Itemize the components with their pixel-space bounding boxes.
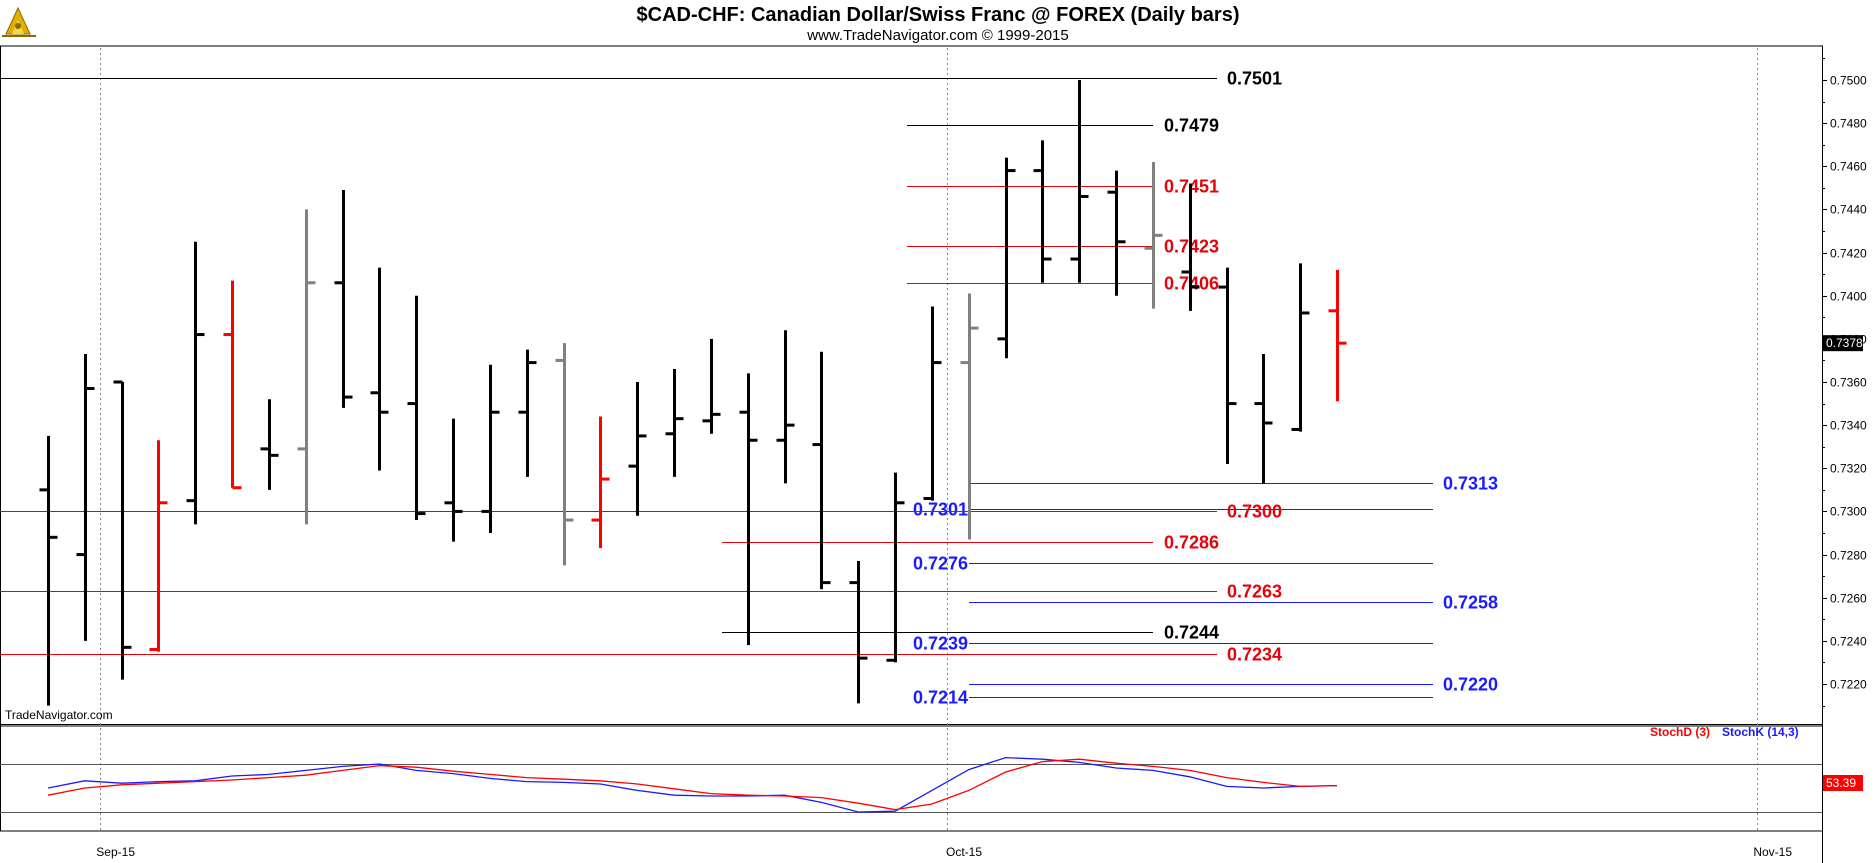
ohlc-bar [407,295,426,521]
y-tick-label: 0.7480 [1830,117,1867,131]
level-label-0.7501: 0.7501 [1227,69,1282,89]
ohlc-bar [702,338,721,434]
ohlc-bar [1033,140,1052,283]
date-axis: Sep-15 Oct-15 Nov-15 [96,845,1792,859]
ohlc-bar [39,435,58,706]
ohlc-bar [812,351,831,590]
ohlc-bar [555,343,574,566]
ohlc-bar [849,561,868,704]
trade-navigator-logo-icon [2,6,36,37]
ohlc-bar [1328,269,1347,402]
level-label-0.7479: 0.7479 [1164,116,1219,136]
level-label-0.7214: 0.7214 [913,688,968,708]
ohlc-bar [628,382,647,516]
level-label-0.7301: 0.7301 [913,500,968,520]
price-axis: 0.7220 0.7240 0.7260 0.7280 0.7300 0.7320 0.73… [1822,58,1867,707]
ohlc-bar [776,330,795,484]
level-label-0.7286: 0.7286 [1164,533,1219,553]
level-label-0.7220: 0.7220 [1443,675,1498,695]
y-tick-label: 0.7320 [1830,462,1867,476]
ohlc-bars [39,80,1347,706]
y-tick-label: 0.7460 [1830,160,1867,174]
y-tick-label: 0.7400 [1830,290,1867,304]
ohlc-bar [1254,353,1273,484]
level-label-0.7313: 0.7313 [1443,474,1498,494]
x-axis-label: Sep-15 [96,845,135,859]
ohlc-bar [1291,263,1310,432]
ohlc-bar [739,373,758,646]
stochastic-panel [0,756,1822,813]
ohlc-bar [186,241,205,525]
level-label-0.7276: 0.7276 [913,554,968,574]
level-label-0.7263: 0.7263 [1227,582,1282,602]
y-tick-label: 0.7220 [1830,678,1867,692]
support-resistance-levels: 0.75010.74790.74510.74230.74060.73130.73… [0,69,1498,708]
ohlc-bar [113,380,132,680]
ohlc-bar [1218,267,1237,464]
level-label-0.7234: 0.7234 [1227,645,1282,665]
ohlc-bar [260,399,279,490]
y-tick-label: 0.7440 [1830,203,1867,217]
ohlc-bar [76,353,95,641]
ohlc-bar [444,418,463,542]
ohlc-bar [370,267,389,471]
ohlc-bar [334,190,353,408]
ohlc-bar [923,306,942,501]
legend-stoch-d: StochD (3) [1650,725,1710,739]
level-label-0.7239: 0.7239 [913,634,968,654]
ohlc-bar [665,369,684,477]
level-label-0.7300: 0.7300 [1227,502,1282,522]
y-tick-label: 0.7240 [1830,635,1867,649]
ohlc-bar [297,209,316,525]
ohlc-bar [223,280,242,490]
y-tick-label: 0.7300 [1830,505,1867,519]
y-tick-label: 0.7420 [1830,247,1867,261]
y-tick-label: 0.7260 [1830,592,1867,606]
stoch-last-badge: 53.39 [1823,775,1863,791]
chart-subtitle: www.TradeNavigator.com © 1999-2015 [806,27,1068,44]
y-tick-label: 0.7340 [1830,419,1867,433]
ohlc-bar [518,349,537,477]
y-tick-label: 0.7280 [1830,549,1867,563]
last-price-badge: 0.7378 [1823,335,1863,352]
ohlc-bar [1070,80,1089,283]
level-label-0.7244: 0.7244 [1164,623,1219,643]
y-tick-label: 0.7500 [1830,74,1867,88]
y-tick-label: 0.7360 [1830,376,1867,390]
ohlc-bar [886,472,905,663]
stoch-line-d [47,758,1338,811]
x-axis-label: Nov-15 [1753,845,1792,859]
level-label-0.7258: 0.7258 [1443,593,1498,613]
stoch-line-k [47,756,1338,813]
x-axis-label: Oct-15 [946,845,982,859]
ohlc-bar [1107,170,1126,296]
ohlc-bar [997,157,1016,359]
ohlc-bar [481,364,500,533]
stoch-last-label: 53.39 [1826,776,1856,790]
vertical-gridlines [100,48,1758,830]
ohlc-bar [1144,161,1163,309]
ohlc-bar [960,293,979,540]
chart-title: $CAD-CHF: Canadian Dollar/Swiss Franc @ … [637,4,1240,26]
watermark-text: TradeNavigator.com [5,708,113,722]
last-price-label: 0.7378 [1826,336,1863,350]
ohlc-bar [1181,183,1200,311]
ohlc-bar [149,440,168,652]
legend-stoch-k: StochK (14,3) [1722,725,1799,739]
ohlc-bar [591,416,610,549]
